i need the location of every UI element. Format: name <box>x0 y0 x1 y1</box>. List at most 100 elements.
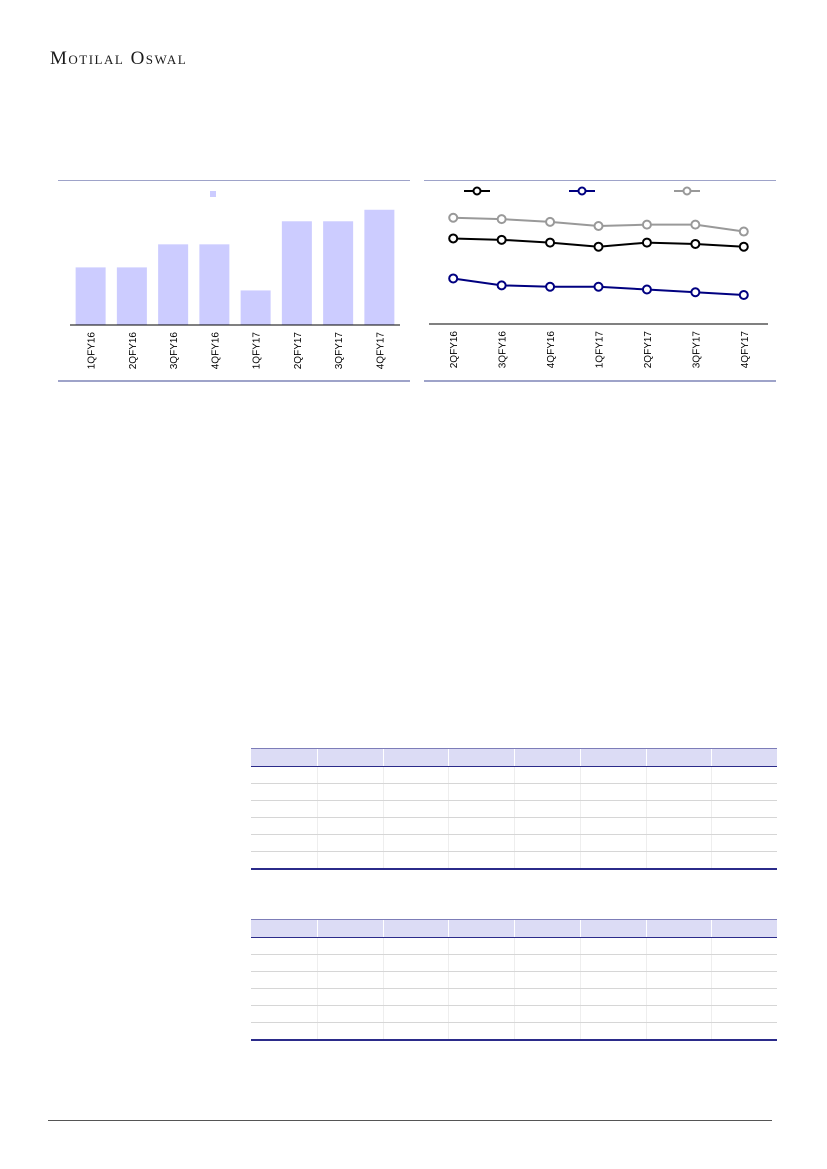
column-separator <box>579 1023 581 1039</box>
data-point <box>641 237 652 248</box>
column-separator <box>316 1023 318 1039</box>
column-separator <box>645 920 647 937</box>
column-separator <box>448 818 450 834</box>
column-separator <box>645 784 647 800</box>
column-separator <box>514 767 515 783</box>
x-tick-label: 1QFY16 <box>87 332 98 370</box>
column-separator <box>316 972 318 988</box>
column-separator <box>448 955 450 971</box>
table-row <box>251 955 777 972</box>
line-chart-panel: 2QFY16 3QFY16 4QFY16 1QFY17 2QFY17 3QFY17 4QFY… <box>424 180 776 382</box>
legend-marker <box>472 186 482 196</box>
column-separator <box>316 835 318 851</box>
column-separator <box>579 989 581 1005</box>
bar <box>364 209 395 325</box>
column-separator <box>645 852 647 868</box>
table-row <box>251 852 777 870</box>
data-point <box>641 284 652 295</box>
bar-chart: 1QFY16 2QFY16 3QFY16 4QFY16 1QFY17 2QFY17 3QFY… <box>70 191 400 370</box>
x-tick-label: 4QFY16 <box>546 331 557 369</box>
data-point <box>738 226 749 237</box>
column-separator <box>316 784 318 800</box>
column-separator <box>514 835 515 851</box>
column-separator <box>448 1023 450 1039</box>
column-separator <box>711 1006 713 1022</box>
x-tick-label: 4QFY17 <box>740 331 751 369</box>
data-point <box>496 214 507 225</box>
data-point <box>690 287 701 298</box>
data-point <box>448 212 459 223</box>
column-separator <box>579 920 581 937</box>
data-point <box>738 290 749 301</box>
column-separator <box>645 801 647 817</box>
column-separator <box>711 835 713 851</box>
column-separator <box>579 818 581 834</box>
column-separator <box>645 972 647 988</box>
x-tick-label: 2QFY16 <box>128 332 139 370</box>
column-separator <box>711 920 713 937</box>
column-separator <box>382 989 384 1005</box>
column-separator <box>711 784 713 800</box>
column-separator <box>316 749 318 766</box>
column-separator <box>711 818 713 834</box>
x-tick-label: 1QFY17 <box>252 332 263 370</box>
column-separator <box>316 955 318 971</box>
column-separator <box>514 1006 515 1022</box>
column-separator <box>514 920 515 937</box>
table-row <box>251 989 777 1006</box>
data-point <box>545 281 556 292</box>
table-header <box>251 748 777 767</box>
data-point <box>448 233 459 244</box>
bar <box>281 221 312 325</box>
chart-bottom-rule <box>424 380 776 382</box>
column-separator <box>382 1023 384 1039</box>
table-row <box>251 784 777 801</box>
column-separator <box>382 818 384 834</box>
bar <box>240 290 271 325</box>
column-separator <box>514 1023 515 1039</box>
column-separator <box>448 801 450 817</box>
column-separator <box>579 1006 581 1022</box>
column-separator <box>579 784 581 800</box>
column-separator <box>514 818 515 834</box>
data-point <box>545 216 556 227</box>
column-separator <box>514 801 515 817</box>
bar <box>199 244 230 325</box>
column-separator <box>514 749 515 766</box>
column-separator <box>316 852 318 868</box>
column-separator <box>579 835 581 851</box>
column-separator <box>316 818 318 834</box>
x-tick-label: 1QFY17 <box>595 331 606 369</box>
column-separator <box>645 749 647 766</box>
column-separator <box>711 938 713 954</box>
table-row <box>251 1023 777 1041</box>
column-separator <box>711 767 713 783</box>
table-row <box>251 835 777 852</box>
data-point <box>690 238 701 249</box>
brand-logo: Motilal Oswal <box>50 48 188 69</box>
column-separator <box>448 920 450 937</box>
column-separator <box>579 972 581 988</box>
table-row <box>251 972 777 989</box>
column-separator <box>645 818 647 834</box>
column-separator <box>645 1023 647 1039</box>
column-separator <box>514 972 515 988</box>
column-separator <box>382 784 384 800</box>
column-separator <box>514 955 515 971</box>
data-point <box>690 219 701 230</box>
column-separator <box>448 852 450 868</box>
data-point <box>593 221 604 232</box>
data-table-1 <box>251 748 777 870</box>
column-separator <box>514 784 515 800</box>
x-tick-label: 2QFY17 <box>643 331 654 369</box>
data-point <box>448 273 459 284</box>
column-separator <box>579 749 581 766</box>
column-separator <box>382 920 384 937</box>
column-separator <box>579 955 581 971</box>
table-row <box>251 801 777 818</box>
x-tick-label: 4QFY16 <box>210 332 221 370</box>
legend-marker <box>577 186 587 196</box>
bar-chart-panel: 1QFY16 2QFY16 3QFY16 4QFY16 1QFY17 2QFY17 3QFY… <box>58 180 410 382</box>
table-row <box>251 938 777 955</box>
x-tick-label: 4QFY17 <box>375 332 386 370</box>
